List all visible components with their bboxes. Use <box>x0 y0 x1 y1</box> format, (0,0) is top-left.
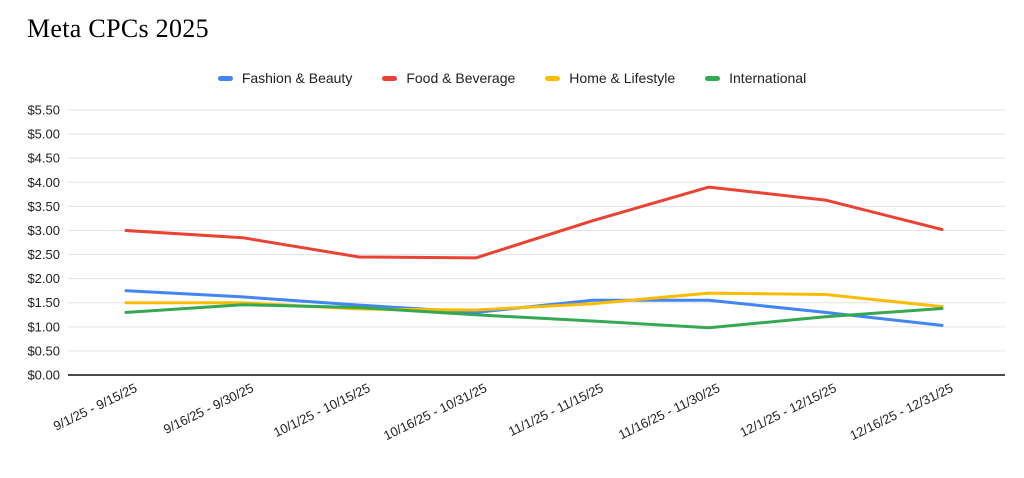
x-tick-label: 12/1/25 - 12/15/25 <box>737 380 838 440</box>
y-tick-label: $4.50 <box>27 151 60 166</box>
y-tick-label: $2.00 <box>27 271 60 286</box>
legend: Fashion & Beauty Food & Beverage Home & … <box>0 68 1024 88</box>
chart-title: Meta CPCs 2025 <box>27 14 209 43</box>
series-line-international <box>124 303 944 330</box>
y-tick-label: $1.00 <box>27 319 60 334</box>
legend-swatch-icon <box>382 75 398 81</box>
x-tick-label: 10/1/25 - 10/15/25 <box>271 380 372 440</box>
y-tick-label: $0.50 <box>27 343 60 358</box>
y-tick-label: $5.50 <box>27 103 60 118</box>
x-tick-label: 11/1/25 - 11/15/25 <box>506 380 606 439</box>
legend-item-home-lifestyle: Home & Lifestyle <box>545 71 675 85</box>
legend-label: Fashion & Beauty <box>241 70 353 86</box>
x-tick-label: 12/16/25 - 12/31/25 <box>847 380 955 443</box>
x-tick-label: 9/16/25 - 9/30/25 <box>161 380 256 437</box>
legend-swatch-icon <box>217 75 233 81</box>
series-line-food-beverage <box>124 185 944 260</box>
series-line-home-lifestyle <box>124 291 944 312</box>
y-tick-label: $0.00 <box>27 368 60 383</box>
legend-swatch-icon <box>545 75 561 81</box>
x-tick-label: 10/16/25 - 10/31/25 <box>381 380 489 443</box>
y-tick-label: $2.50 <box>27 247 60 262</box>
y-tick-label: $1.50 <box>27 295 60 310</box>
y-tick-label: $5.00 <box>27 127 60 142</box>
legend-item-fashion-beauty: Fashion & Beauty <box>217 70 353 86</box>
legend-label: Home & Lifestyle <box>569 70 676 86</box>
y-tick-label: $3.00 <box>27 223 60 238</box>
y-tick-label: $3.50 <box>27 199 60 214</box>
legend-label: International <box>729 70 807 86</box>
legend-item-food-beverage: Food & Beverage <box>382 71 515 85</box>
legend-item-international: International <box>705 71 806 85</box>
x-tick-label: 9/1/25 - 9/15/25 <box>51 380 139 433</box>
x-tick-label: 11/16/25 - 11/30/25 <box>616 380 722 442</box>
y-tick-label: $4.00 <box>27 175 60 190</box>
legend-swatch-icon <box>705 75 721 81</box>
legend-label: Food & Beverage <box>406 70 516 86</box>
